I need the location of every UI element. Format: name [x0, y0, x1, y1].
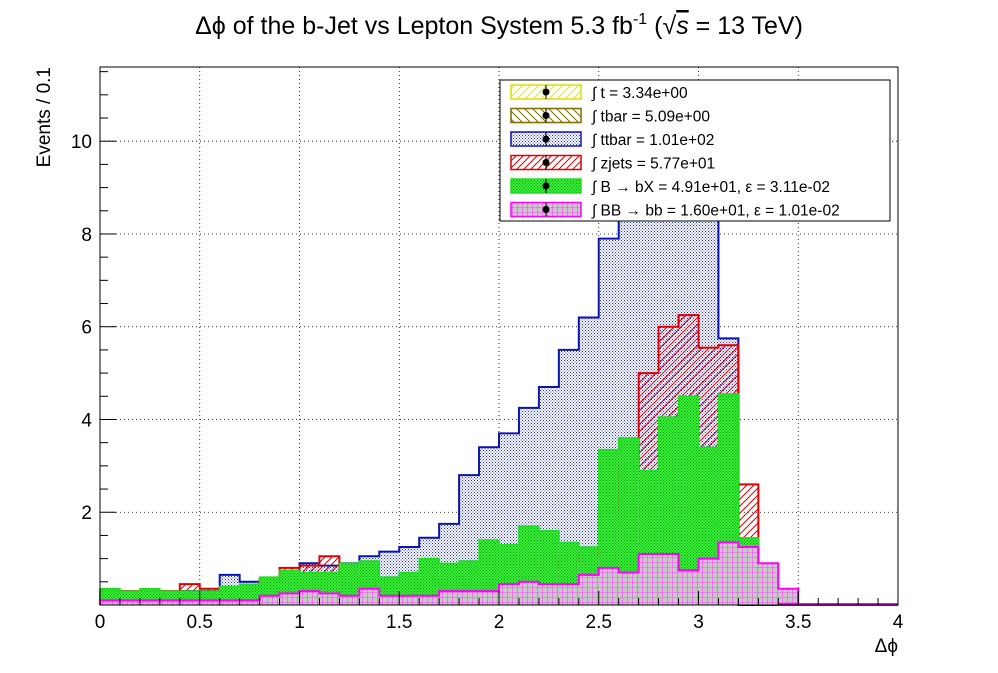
y-tick-label: 8: [81, 225, 92, 246]
bin-bar: [359, 588, 380, 605]
bin-bar: [279, 593, 300, 605]
tick-labels: 0 0.5 1 1.5 2 2.5 3 3.5 4 2 4 6 8 10: [71, 132, 904, 633]
y-axis-label: Events / 0.1: [34, 67, 55, 167]
x-axis-label: Δϕ: [875, 636, 898, 657]
legend-entry: ∫ BB → bb = 1.60e+01, ε = 1.01e-02: [510, 201, 840, 220]
legend-entry: ∫ zjets = 5.77e+01: [510, 154, 715, 173]
bin-bar: [299, 591, 320, 605]
bin-bar: [578, 317, 599, 605]
bin-bar: [558, 584, 579, 605]
bin-bar: [658, 553, 679, 605]
x-tick-label: 3: [693, 612, 704, 633]
series-bb-bb: [99, 541, 898, 606]
bin-bar: [119, 600, 140, 605]
bin-bar: [538, 584, 559, 605]
title-paren-open: (: [647, 12, 663, 40]
bin-bar: [618, 572, 639, 605]
bin-bar: [100, 600, 120, 605]
bin-bar: [598, 567, 619, 605]
legend-marker: [542, 206, 550, 213]
bin-bar: [179, 600, 200, 605]
bin-bar: [518, 581, 539, 605]
legend-label: ∫ t = 3.34e+00: [591, 85, 688, 102]
bin-bar: [379, 595, 400, 605]
x-tick-label: 2.5: [586, 612, 612, 633]
bin-bar: [738, 547, 759, 605]
bin-bar: [598, 449, 619, 605]
legend-entry: ∫ ttbar = 1.01e+02: [510, 131, 714, 149]
series-outline: [99, 393, 898, 606]
bin-bar: [479, 540, 499, 605]
bin-bar: [678, 396, 699, 605]
bin-bar: [139, 600, 160, 605]
bin-bar: [159, 600, 180, 605]
bin-bar: [199, 600, 220, 605]
title-sqrt: √: [662, 12, 676, 40]
chart-title: Δϕ of the b-Jet vs Lepton System 5.3 fb-…: [195, 11, 803, 40]
x-tick-label: 4: [893, 612, 904, 633]
bin-bar: [698, 558, 719, 605]
legend-entry: ∫ tbar = 5.09e+00: [510, 107, 710, 126]
x-tick-label: 1: [294, 612, 305, 633]
bin-bar: [499, 584, 519, 605]
bin-bar: [479, 591, 499, 605]
legend-marker: [542, 135, 550, 143]
bin-bar: [259, 595, 280, 605]
axis-ticks: [99, 71, 899, 605]
bin-bar: [758, 563, 779, 605]
bin-bar: [578, 574, 599, 605]
bin-bar: [319, 593, 340, 605]
x-tick-label: 3.5: [785, 612, 811, 633]
bin-bar: [718, 542, 739, 605]
bin-bar: [638, 553, 659, 605]
title-sup: -1: [633, 11, 647, 28]
x-tick-label: 0.5: [187, 612, 213, 633]
legend-marker: [542, 88, 550, 96]
x-tick-label: 0: [95, 612, 106, 633]
bin-bar: [439, 591, 460, 605]
bin-bar: [419, 595, 440, 605]
bin-bar: [399, 595, 420, 605]
bin-bar: [558, 349, 579, 605]
x-tick-label: 2: [494, 612, 505, 633]
legend-label: ∫ B → bX = 4.91e+01, ε = 3.11e-02: [591, 179, 830, 196]
title-main: Δϕ of the b-Jet vs Lepton System 5.3 fb: [195, 12, 633, 40]
legend-label: ∫ ttbar = 1.01e+02: [591, 132, 714, 149]
y-tick-label: 2: [81, 503, 92, 524]
y-tick-label: 6: [81, 318, 92, 339]
legend-marker: [542, 112, 550, 119]
legend-label: ∫ tbar = 5.09e+00: [591, 109, 710, 126]
legend-entry: ∫ B → bX = 4.91e+01, ε = 3.11e-02: [510, 178, 830, 196]
bin-bar: [459, 591, 480, 605]
legend-marker: [542, 159, 550, 166]
bin-bar: [618, 438, 639, 605]
legend-marker: [542, 182, 550, 190]
legend-label: ∫ BB → bb = 1.60e+01, ε = 1.01e-02: [591, 203, 840, 220]
bin-bar: [239, 600, 260, 605]
bin-bar: [339, 563, 360, 605]
legend: ∫ t = 3.34e+00 ∫ tbar = 5.09e+00 ∫ ttbar =…: [499, 79, 891, 222]
series-outline: [99, 541, 898, 606]
title-energy: = 13 TeV): [689, 12, 803, 40]
legend-label: ∫ zjets = 5.77e+01: [591, 156, 715, 173]
legend-box: [499, 79, 891, 222]
y-tick-label: 4: [81, 410, 92, 431]
y-tick-label: 10: [71, 132, 92, 153]
x-tick-label: 1.5: [386, 612, 412, 633]
series-layer: [99, 117, 898, 606]
bin-bar: [419, 558, 440, 605]
bin-bar: [219, 600, 240, 605]
legend-entry: ∫ t = 3.34e+00: [510, 84, 688, 102]
title-s: s: [676, 12, 689, 40]
bin-bar: [778, 588, 799, 605]
bin-bar: [339, 595, 360, 605]
bin-bar: [678, 570, 699, 605]
